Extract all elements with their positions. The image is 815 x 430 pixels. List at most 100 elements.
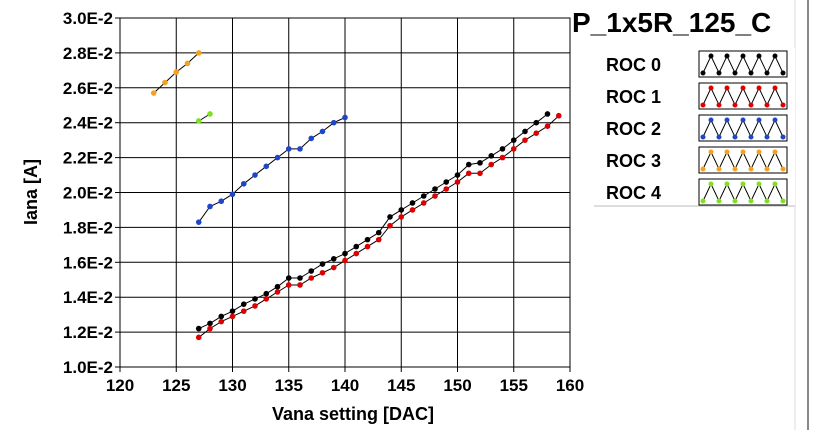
data-point <box>240 308 247 314</box>
legend-swatch-marker <box>764 70 770 76</box>
data-point <box>229 313 236 320</box>
y-axis-title: Iana [A] <box>21 159 41 225</box>
legend-swatch-marker <box>724 53 730 59</box>
legend-swatch-marker <box>716 70 722 76</box>
series-3 <box>150 50 202 96</box>
data-point <box>285 146 292 152</box>
legend-swatch-marker <box>708 53 714 59</box>
data-point <box>285 282 292 288</box>
data-point <box>375 236 382 243</box>
legend-swatch-marker <box>772 181 778 187</box>
data-point <box>555 112 562 119</box>
series-0 <box>195 111 551 332</box>
data-point <box>330 119 337 126</box>
data-point <box>465 161 472 168</box>
data-point <box>308 268 315 274</box>
data-point <box>454 172 461 178</box>
data-point <box>207 320 213 327</box>
data-point <box>387 214 393 220</box>
data-point <box>544 123 551 129</box>
data-point <box>195 50 202 56</box>
series-layer <box>150 50 562 341</box>
legend-swatch-marker <box>740 181 746 187</box>
x-tick-label: 150 <box>443 376 471 395</box>
data-point <box>252 172 258 178</box>
x-tick-label: 160 <box>556 376 584 395</box>
legend-swatch-marker <box>700 166 706 172</box>
data-point <box>218 318 225 325</box>
x-tick-label: 140 <box>331 376 359 395</box>
legend-swatch-marker <box>724 149 730 155</box>
legend-swatch-marker <box>716 134 722 140</box>
data-point <box>240 301 247 307</box>
legend-swatch-marker <box>708 181 714 187</box>
legend-swatch-marker <box>756 181 762 187</box>
data-point <box>420 200 427 206</box>
x-tick-label: 120 <box>106 376 134 395</box>
legend-swatch-marker <box>756 53 762 59</box>
legend-swatch-marker <box>732 198 738 204</box>
data-point <box>252 296 258 302</box>
data-point <box>207 325 213 332</box>
legend-swatch-marker <box>740 85 746 91</box>
legend-swatch-marker <box>772 85 778 91</box>
legend-swatch-marker <box>748 134 754 140</box>
y-tick-label: 1.4E-2 <box>63 288 113 307</box>
data-point <box>218 313 225 320</box>
legend-swatch-marker <box>740 149 746 155</box>
data-point <box>319 261 326 267</box>
data-point <box>195 334 202 341</box>
legend-swatch-marker <box>740 117 746 123</box>
series-2 <box>195 114 348 225</box>
x-axis-title: Vana setting [DAC] <box>272 404 434 424</box>
legend-swatch-marker <box>724 85 730 91</box>
data-point <box>229 308 236 314</box>
grid <box>119 17 571 368</box>
legend-swatch-marker <box>772 149 778 155</box>
data-point <box>342 250 348 257</box>
legend-swatch-marker <box>780 134 786 140</box>
x-tick-label: 130 <box>218 376 246 395</box>
data-point <box>330 256 337 262</box>
legend-swatch-marker <box>708 117 714 123</box>
legend-swatch-marker <box>756 85 762 91</box>
legend-swatch-marker <box>732 102 738 108</box>
data-point <box>488 161 495 168</box>
y-tick-label: 2.2E-2 <box>63 149 113 168</box>
legend-swatch-marker <box>700 70 706 76</box>
legend-label: ROC 4 <box>606 183 661 203</box>
data-point <box>398 214 405 220</box>
legend-swatch-marker <box>716 102 722 108</box>
y-tick-label: 2.8E-2 <box>63 44 113 63</box>
data-point <box>477 170 483 177</box>
data-point <box>240 180 247 187</box>
y-tick-label: 2.0E-2 <box>63 184 113 203</box>
data-point <box>522 137 528 143</box>
legend-swatch-marker <box>732 166 738 172</box>
y-tick-label: 2.6E-2 <box>63 79 113 98</box>
plot-title: P_1x5R_125_C <box>572 7 771 38</box>
data-point <box>353 243 360 250</box>
legend-swatch-marker <box>772 53 778 59</box>
y-tick-label: 2.4E-2 <box>63 114 113 133</box>
data-point <box>297 275 303 281</box>
data-point <box>443 186 450 192</box>
data-point <box>162 79 168 86</box>
legend-swatch-marker <box>780 166 786 172</box>
y-tick-label: 3.0E-2 <box>63 9 113 28</box>
data-point <box>387 222 393 229</box>
data-point <box>364 243 371 250</box>
legend-swatch-marker <box>764 198 770 204</box>
legend-swatch-marker <box>740 53 746 59</box>
data-point <box>342 257 348 264</box>
legend-swatch-marker <box>732 70 738 76</box>
legend-label: ROC 3 <box>606 151 661 171</box>
legend-swatch-marker <box>700 134 706 140</box>
data-point <box>398 207 405 213</box>
legend-label: ROC 0 <box>606 55 661 75</box>
data-point <box>218 198 225 205</box>
data-point <box>263 290 270 297</box>
x-tick-label: 145 <box>387 376 415 395</box>
legend-swatch-marker <box>764 102 770 108</box>
series-1 <box>195 112 562 341</box>
